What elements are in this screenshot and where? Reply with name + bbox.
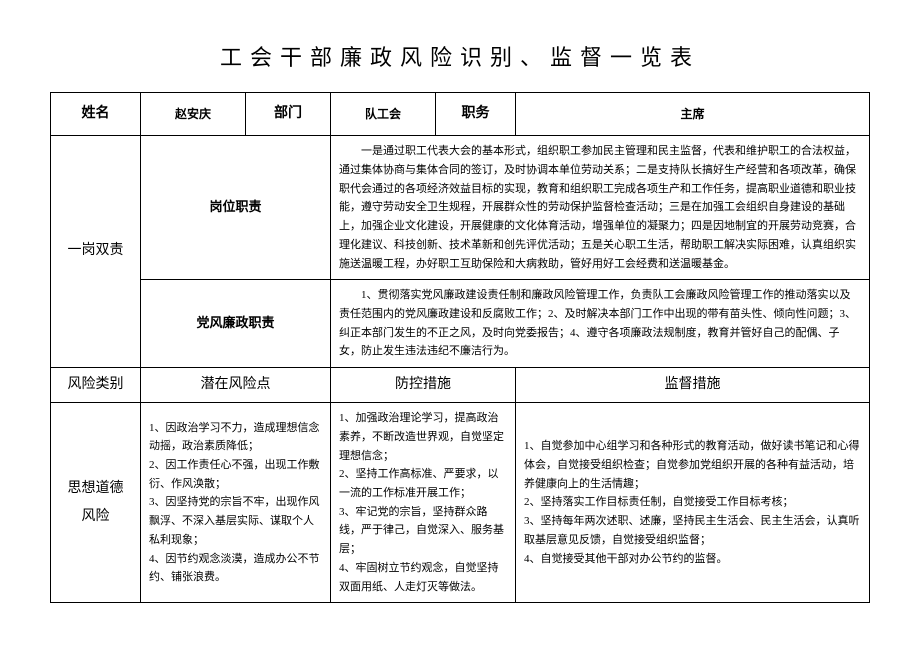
- post-resp-text: 一是通过职工代表大会的基本形式，组织职工参加民主管理和民主监督，代表和维护职工的…: [331, 136, 870, 280]
- moral-risk-potential: 1、因政治学习不力，造成理想信念动摇，政治素质降低； 2、因工作责任心不强，出现…: [141, 403, 331, 603]
- dept-value: 队工会: [331, 93, 436, 136]
- potential-risk-header: 潜在风险点: [141, 367, 331, 402]
- moral-risk-label-line2: 风险: [59, 503, 132, 531]
- table-row: 思想道德 风险 1、因政治学习不力，造成理想信念动摇，政治素质降低； 2、因工作…: [51, 403, 870, 603]
- post-resp-label: 岗位职责: [141, 136, 331, 280]
- risk-category-header: 风险类别: [51, 367, 141, 402]
- page-title: 工会干部廉政风险识别、监督一览表: [50, 40, 870, 72]
- table-row: 姓名 赵安庆 部门 队工会 职务 主席: [51, 93, 870, 136]
- position-value: 主席: [516, 93, 870, 136]
- table-row: 风险类别 潜在风险点 防控措施 监督措施: [51, 367, 870, 402]
- position-label: 职务: [436, 93, 516, 136]
- integrity-resp-text: 1、贯彻落实党风廉政建设责任制和廉政风险管理工作，负责队工会廉政风险管理工作的推…: [331, 280, 870, 368]
- dual-resp-group-label: 一岗双责: [51, 136, 141, 368]
- moral-risk-prevention: 1、加强政治理论学习，提高政治素养，不断改造世界观，自觉坚定理想信念； 2、坚持…: [331, 403, 516, 603]
- moral-risk-supervision: 1、自觉参加中心组学习和各种形式的教育活动，做好读书笔记和心得体会，自觉接受组织…: [516, 403, 870, 603]
- prevention-header: 防控措施: [331, 367, 516, 402]
- table-row: 党风廉政职责 1、贯彻落实党风廉政建设责任制和廉政风险管理工作，负责队工会廉政风…: [51, 280, 870, 368]
- name-label: 姓名: [51, 93, 141, 136]
- moral-risk-label: 思想道德 风险: [51, 403, 141, 603]
- risk-table: 姓名 赵安庆 部门 队工会 职务 主席 一岗双责 岗位职责 一是通过职工代表大会…: [50, 92, 870, 603]
- supervision-header: 监督措施: [516, 367, 870, 402]
- moral-risk-label-line1: 思想道德: [59, 475, 132, 503]
- name-value: 赵安庆: [141, 93, 246, 136]
- integrity-resp-label: 党风廉政职责: [141, 280, 331, 368]
- table-row: 一岗双责 岗位职责 一是通过职工代表大会的基本形式，组织职工参加民主管理和民主监…: [51, 136, 870, 280]
- dept-label: 部门: [246, 93, 331, 136]
